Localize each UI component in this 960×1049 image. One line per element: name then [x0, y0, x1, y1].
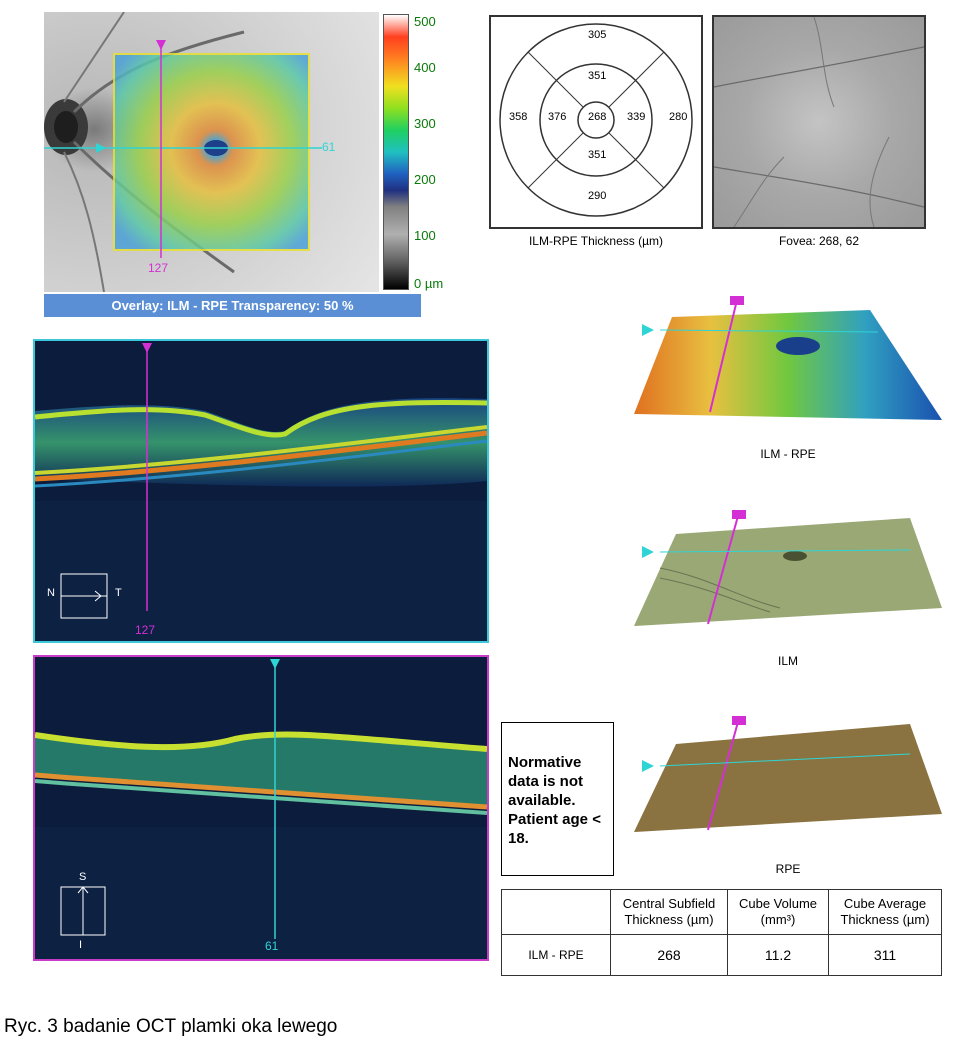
orientation-i: I — [79, 939, 83, 951]
etdrs-caption: ILM-RPE Thickness (µm) — [528, 234, 664, 248]
table-header-cell: Central Subfield Thickness (µm) — [610, 889, 728, 935]
etdrs-outer-right: 280 — [669, 111, 688, 123]
surface-rpe-label: RPE — [775, 862, 801, 876]
etdrs-inner-bottom: 351 — [588, 149, 607, 161]
surface-ilm — [620, 508, 950, 630]
surface-ilm-label: ILM — [777, 654, 798, 668]
table-header-cell — [501, 889, 611, 935]
table-header-cell: Cube Volume (mm³) — [727, 889, 829, 935]
bscan-horizontal-slice: 127 — [135, 623, 156, 637]
surface-ilm-rpe-label: ILM - RPE — [760, 447, 816, 461]
table-header-row: Central Subfield Thickness (µm) Cube Vol… — [501, 889, 942, 935]
thickness-colorbar — [383, 14, 409, 290]
etdrs-grid: 305 358 280 290 351 376 339 351 268 — [489, 15, 703, 229]
etdrs-inner-right: 339 — [627, 111, 646, 123]
bscan-vertical-slice: 61 — [265, 939, 279, 953]
bscan-vertical: S I 61 — [33, 655, 489, 961]
figure-caption: Ryc. 3 badanie OCT plamki oka lewego — [4, 1016, 338, 1037]
etdrs-center: 268 — [588, 111, 607, 123]
colorbar-tick: 500 — [414, 14, 436, 29]
fundus-image — [44, 11, 379, 293]
surface-rpe — [620, 714, 950, 836]
normative-note: Normative data is not available. Patient… — [501, 722, 614, 876]
table-cell: ILM - RPE — [501, 934, 611, 976]
colorbar-tick: 300 — [414, 116, 436, 131]
table-cell: 268 — [610, 934, 728, 976]
fovea-image — [712, 15, 926, 229]
v-line-value: 127 — [148, 261, 169, 275]
surface-ilm-rpe — [620, 292, 950, 424]
colorbar-tick: 100 — [414, 228, 436, 243]
bscan-horizontal: N T 127 — [33, 339, 489, 643]
table-cell: 11.2 — [727, 934, 829, 976]
table-header-cell: Cube Average Thickness (µm) — [828, 889, 942, 935]
colorbar-tick: 400 — [414, 60, 436, 75]
table-row: ILM - RPE 268 11.2 311 — [501, 934, 942, 976]
orientation-s: S — [79, 871, 87, 883]
measurements-table: Central Subfield Thickness (µm) Cube Vol… — [501, 889, 942, 976]
overlay-label-bar: Overlay: ILM - RPE Transparency: 50 % — [44, 294, 421, 317]
etdrs-outer-left: 358 — [509, 111, 528, 123]
colorbar-tick: 0 µm — [414, 276, 444, 291]
colorbar-tick: 200 — [414, 172, 436, 187]
fovea-caption: Fovea: 268, 62 — [778, 234, 860, 248]
table-cell: 311 — [828, 934, 942, 976]
etdrs-inner-top: 351 — [588, 70, 607, 82]
etdrs-outer-bottom: 290 — [588, 190, 607, 202]
orientation-t: T — [115, 587, 122, 599]
orientation-n: N — [47, 587, 55, 599]
etdrs-inner-left: 376 — [548, 111, 567, 123]
etdrs-outer-top: 305 — [588, 29, 607, 41]
h-line-value: 61 — [322, 140, 336, 154]
